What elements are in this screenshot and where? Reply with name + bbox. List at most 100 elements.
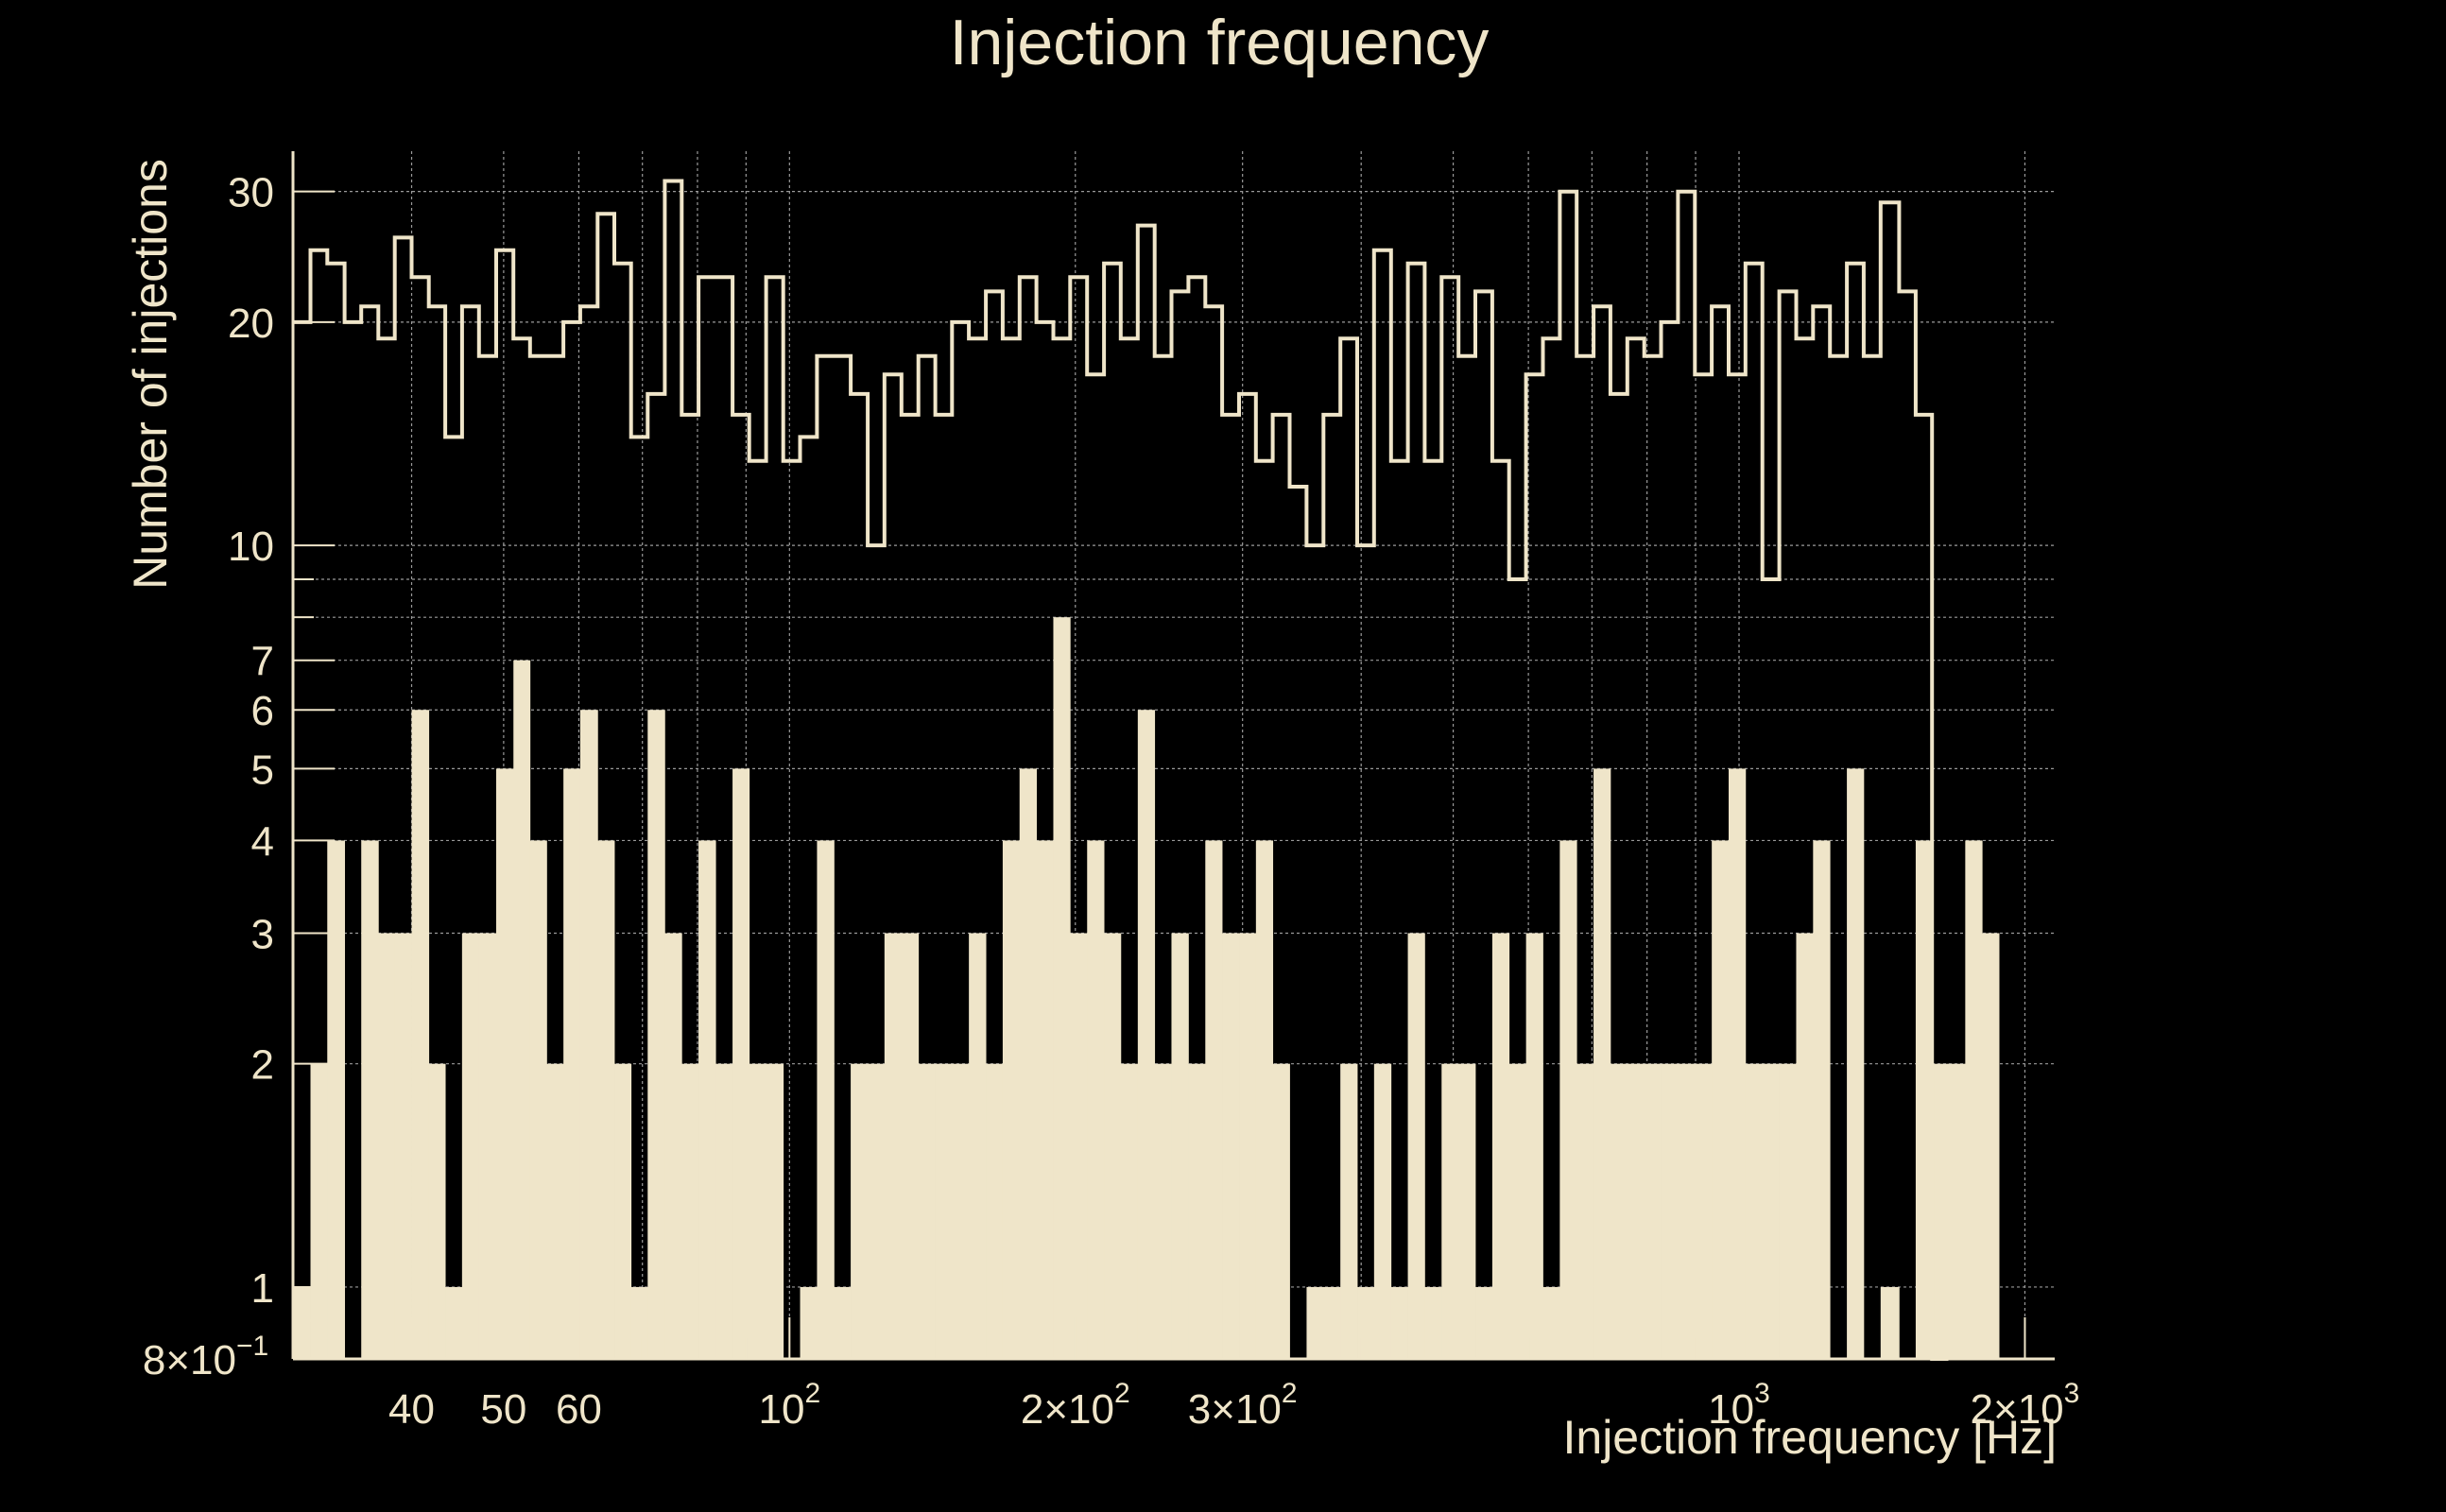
histogram-bar [1796, 933, 1814, 1359]
y-axis-label: Number of injections [124, 159, 177, 590]
histogram-bar [1340, 1063, 1358, 1359]
y-tick-label: 20 [228, 301, 274, 347]
histogram-bar [1390, 1286, 1408, 1359]
y-tick-label: 10 [228, 524, 274, 570]
y-tick-label: 7 [251, 639, 274, 685]
histogram-bar [1880, 1286, 1900, 1359]
histogram-bar [1407, 933, 1425, 1359]
histogram-bar [1661, 1063, 1679, 1359]
x-tick-label: 50 [480, 1386, 526, 1433]
histogram-bar [1154, 1063, 1172, 1359]
histogram-bar [1695, 1063, 1713, 1359]
y-tick-label: 2 [251, 1042, 274, 1089]
histogram-bar [918, 1063, 936, 1359]
y-tick-labels: 8×10 −1 1 2 3 4 5 67 10 20 30 [143, 170, 274, 1383]
histogram-bar [1239, 933, 1257, 1359]
histogram-bar [428, 1063, 446, 1359]
x-tick-label-exponent: 2 [804, 1378, 820, 1409]
x-tick-label: 2×103 [1971, 1378, 2080, 1433]
histogram-bar [681, 1063, 699, 1359]
histogram-bar [986, 1063, 1004, 1359]
histogram-bar [614, 1063, 632, 1359]
histogram-bar [1002, 840, 1021, 1359]
histogram-bar [1948, 1063, 1966, 1359]
histogram-bar [851, 1063, 869, 1359]
histogram-bar [513, 660, 531, 1359]
y-tick-label: 6 [251, 688, 274, 734]
histogram-bar [579, 710, 598, 1359]
histogram-bar [1087, 840, 1105, 1359]
histogram-bar [546, 1063, 564, 1359]
histogram-bar [766, 1063, 784, 1359]
histogram-bar [1610, 1063, 1628, 1359]
histogram-bar [478, 933, 497, 1359]
histogram-bar [361, 840, 379, 1359]
histogram-bar [495, 768, 514, 1359]
x-tick-label-exponent: 3 [1754, 1378, 1770, 1409]
histogram-bar [1965, 840, 1983, 1359]
histogram-bar [1644, 1063, 1662, 1359]
histogram-bar [1593, 768, 1611, 1359]
x-tick-label-exponent: 2 [1282, 1378, 1298, 1409]
histogram-bar [1915, 840, 1933, 1359]
histogram-bar [935, 1063, 953, 1359]
histogram-bar [1306, 1286, 1324, 1359]
histogram-bar [1272, 1063, 1290, 1359]
histogram-bar [394, 933, 412, 1359]
histogram-bar [1441, 1063, 1459, 1359]
y-tick-label: 1 [251, 1265, 274, 1312]
histogram-bar [1542, 1286, 1560, 1359]
histogram-bar [1255, 840, 1274, 1359]
filled-histogram [293, 617, 2000, 1359]
histogram-bar [732, 768, 750, 1359]
histogram-bar [1171, 933, 1189, 1359]
histogram-bar [310, 1063, 328, 1359]
histogram-bar [1458, 1063, 1476, 1359]
y-tick-label: 30 [228, 170, 274, 216]
histogram-bar [698, 840, 716, 1359]
histogram-bar [1678, 1063, 1696, 1359]
histogram-bar [1104, 933, 1122, 1359]
histogram-bar [1525, 933, 1543, 1359]
histogram-bar [378, 933, 396, 1359]
x-tick-label: 2×102 [1021, 1378, 1130, 1433]
histogram-bar [647, 710, 665, 1359]
histogram-bar [1323, 1286, 1341, 1359]
histogram-bar [1357, 1286, 1375, 1359]
histogram-bar [834, 1286, 852, 1359]
histogram-bar [529, 840, 547, 1359]
histogram-bar [1576, 1063, 1594, 1359]
x-tick-label-exponent: 3 [2064, 1378, 2080, 1409]
histogram-bar [1188, 1063, 1206, 1359]
histogram-bar [1137, 710, 1156, 1359]
histogram-bar [1373, 1063, 1392, 1359]
histogram-bar [868, 1063, 886, 1359]
histogram-bar [800, 1286, 818, 1359]
step-histogram [293, 179, 1949, 1361]
histogram-bar [1070, 933, 1088, 1359]
histogram-bar [1475, 1286, 1493, 1359]
histogram-bar [630, 1286, 648, 1359]
histogram-bar [749, 1063, 767, 1359]
histogram-bar [411, 710, 430, 1359]
histogram-bar [1729, 768, 1747, 1359]
histogram-bar [1508, 1063, 1527, 1359]
histogram-bar [664, 933, 682, 1359]
histogram-bar [1745, 1063, 1764, 1359]
histogram-bar [1491, 933, 1510, 1359]
histogram-bar [461, 933, 480, 1359]
x-tick-label: 60 [556, 1386, 602, 1433]
histogram-bar [327, 840, 346, 1359]
x-axis-label: Injection frequency [Hz] [1563, 1411, 2058, 1464]
histogram-bar [1222, 933, 1240, 1359]
histogram-bar [1205, 840, 1223, 1359]
histogram-bar [901, 933, 920, 1359]
histogram-bar [1813, 840, 1831, 1359]
histogram-bar [1053, 617, 1071, 1359]
chart-title: Injection frequency [950, 7, 1490, 78]
histogram-bar [1424, 1286, 1442, 1359]
histogram-bar [1982, 933, 2000, 1359]
histogram-bar [1036, 840, 1054, 1359]
histogram-bar [1847, 768, 1865, 1359]
